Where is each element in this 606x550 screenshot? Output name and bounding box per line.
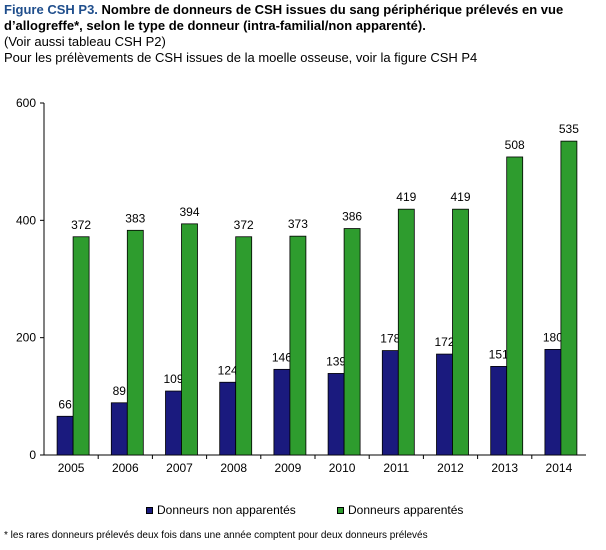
x-tick-label: 2010: [329, 461, 356, 475]
bar-non-related: [490, 366, 508, 456]
title-line: Figure CSH P3. Nombre de donneurs de CSH…: [4, 2, 602, 34]
x-tick-label: 2011: [383, 461, 409, 475]
bar-non-related: [327, 373, 345, 456]
bar-non-related: [436, 353, 453, 456]
data-label-related: 372: [71, 218, 91, 232]
bar-related: [452, 208, 469, 456]
bar-related: [235, 236, 253, 456]
cross-reference-table: (Voir aussi tableau CSH P2): [4, 34, 166, 49]
bar-related: [181, 223, 198, 456]
bar-non-related: [544, 348, 562, 456]
bar-related: [289, 235, 307, 456]
x-tick-label: 2013: [491, 461, 518, 475]
bar-non-related: [381, 350, 399, 456]
data-label-non-related: 66: [58, 397, 72, 411]
x-tick-label: 2007: [166, 461, 193, 475]
y-tick-label: 600: [16, 96, 36, 110]
bar-non-related: [219, 381, 237, 456]
legend-swatch-related: [337, 506, 344, 514]
data-label-non-related: 172: [434, 335, 454, 349]
x-tick-label: 2005: [58, 461, 85, 475]
chart-title: Nombre de donneurs de CSH issues du sang…: [4, 2, 564, 33]
data-label-related: 394: [179, 205, 199, 219]
x-tick-label: 2009: [275, 461, 302, 475]
data-label-related: 373: [288, 217, 308, 231]
data-label-related: 419: [450, 190, 470, 204]
data-label-non-related: 178: [380, 332, 400, 346]
chart-header: Figure CSH P3. Nombre de donneurs de CSH…: [4, 2, 602, 66]
y-tick-label: 400: [16, 213, 36, 227]
data-label-non-related: 146: [272, 350, 292, 364]
legend-item-non-related: Donneurs non apparentés: [146, 503, 296, 517]
bar-related: [72, 236, 90, 456]
cross-reference-figure: Pour les prélèvements de CSH issues de l…: [4, 50, 478, 65]
data-label-related: 383: [125, 211, 145, 225]
legend-label-non-related: Donneurs non apparentés: [157, 503, 296, 517]
x-tick-label: 2012: [437, 461, 464, 475]
bar-related: [126, 229, 144, 456]
data-label-non-related: 139: [326, 354, 346, 368]
y-tick-label: 200: [16, 331, 36, 345]
bar-chart: 0 200 400 600 2005 66 372 2006 89 383 2007 109 394 20…: [16, 96, 586, 475]
x-tick-label: 2008: [220, 461, 247, 475]
footnote: * les rares donneurs prélevés deux fois …: [4, 530, 428, 541]
data-label-related: 372: [234, 218, 254, 232]
legend-label-related: Donneurs apparentés: [348, 503, 464, 517]
figure-label: Figure CSH P3.: [4, 2, 98, 17]
data-label-related: 419: [396, 190, 416, 204]
data-label-non-related: 89: [113, 384, 127, 398]
legend-item-related: Donneurs apparentés: [337, 503, 463, 517]
y-tick-label: 0: [29, 448, 36, 462]
data-label-non-related: 109: [163, 372, 183, 386]
data-label-non-related: 180: [543, 330, 563, 344]
data-label-non-related: 151: [489, 347, 509, 361]
bar-non-related: [165, 390, 182, 456]
bar-non-related: [56, 415, 74, 456]
legend-swatch-non-related: [146, 506, 153, 514]
bar-non-related: [273, 368, 291, 456]
bar-related: [343, 228, 361, 456]
data-label-related: 535: [559, 122, 579, 136]
data-label-related: 386: [342, 210, 362, 224]
x-tick-label: 2014: [546, 461, 573, 475]
bar-related: [560, 140, 578, 456]
bar-related: [506, 156, 524, 456]
data-label-non-related: 124: [218, 363, 238, 377]
bar-related: [397, 208, 415, 456]
bar-non-related: [110, 402, 128, 456]
data-label-related: 508: [505, 138, 525, 152]
x-tick-label: 2006: [112, 461, 139, 475]
